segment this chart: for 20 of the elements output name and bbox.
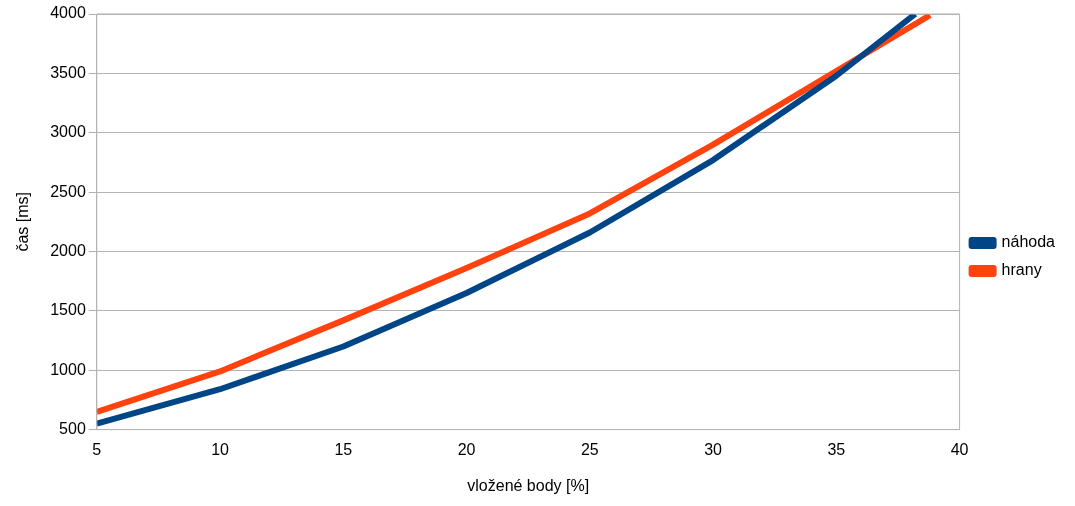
y-tick-label: 3500 bbox=[50, 63, 86, 81]
y-tick-label: 500 bbox=[59, 420, 86, 438]
y-tick-label: 1500 bbox=[50, 301, 86, 319]
y-tick-label: 4000 bbox=[50, 4, 86, 22]
y-tick-label: 1000 bbox=[50, 360, 86, 378]
y-tick-label: 2000 bbox=[50, 241, 86, 259]
y-tick-label: 3000 bbox=[50, 123, 86, 141]
x-tick-label: 10 bbox=[211, 440, 230, 458]
x-tick-label: 35 bbox=[827, 440, 846, 458]
legend-label: náhoda bbox=[1001, 233, 1056, 251]
x-tick-label: 25 bbox=[580, 440, 599, 458]
x-tick-label: 5 bbox=[92, 440, 102, 458]
y-tick-label: 2500 bbox=[50, 182, 86, 200]
x-tick-label: 30 bbox=[704, 440, 723, 458]
legend-label: hrany bbox=[1001, 261, 1042, 279]
x-axis-title: vložené body [%] bbox=[467, 476, 590, 494]
x-tick-label: 40 bbox=[950, 440, 969, 458]
y-axis-title: čas [ms] bbox=[14, 192, 32, 252]
x-tick-label: 15 bbox=[334, 440, 353, 458]
x-tick-label: 20 bbox=[457, 440, 476, 458]
